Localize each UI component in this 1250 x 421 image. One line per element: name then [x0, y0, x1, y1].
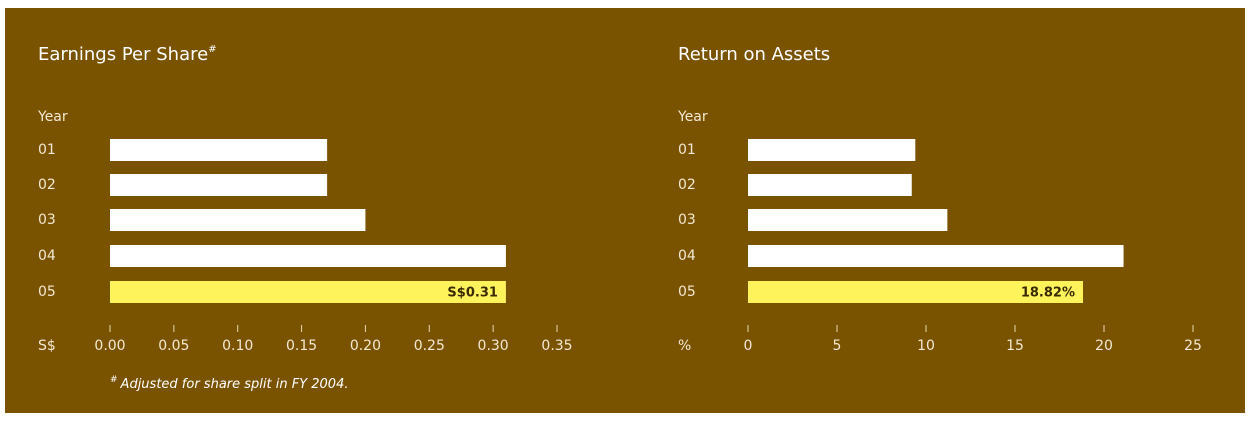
category-label: 05 [678, 284, 696, 300]
bar [748, 281, 1083, 303]
footnote-mark: # [110, 375, 118, 385]
x-tick-label: 20 [1095, 338, 1113, 354]
bar [110, 245, 506, 267]
category-label: 02 [38, 177, 56, 193]
x-tick-label: 15 [1006, 338, 1024, 354]
x-tick-label: 0.00 [94, 338, 125, 354]
category-label: 03 [678, 212, 696, 228]
chart-title-text: Return on Assets [678, 44, 830, 65]
chart-title: Earnings Per Share# [38, 44, 217, 65]
bar [748, 245, 1124, 267]
bar [110, 209, 366, 231]
chart-title: Return on Assets [678, 44, 830, 65]
x-tick-label: 10 [917, 338, 935, 354]
category-label: 02 [678, 177, 696, 193]
bar [748, 209, 948, 231]
chart-title-text: Earnings Per Share [38, 44, 208, 65]
category-axis-label: Year [677, 109, 708, 125]
bar [748, 174, 912, 196]
x-tick-label: 0.20 [350, 338, 381, 354]
x-tick-label: 25 [1184, 338, 1202, 354]
bar [110, 281, 506, 303]
bar [110, 139, 328, 161]
x-tick-label: 0.15 [286, 338, 317, 354]
value-label: 18.82% [1021, 286, 1075, 301]
title-mark: # [208, 44, 216, 55]
x-axis-label: S$ [38, 338, 56, 354]
x-tick-label: 0.10 [222, 338, 253, 354]
category-label: 03 [38, 212, 56, 228]
category-axis-label: Year [37, 109, 68, 125]
category-label: 04 [38, 248, 56, 264]
category-label: 01 [678, 142, 696, 158]
category-label: 01 [38, 142, 56, 158]
footnote: # Adjusted for share split in FY 2004. [110, 375, 349, 392]
x-tick-label: 0.25 [414, 338, 445, 354]
x-tick-label: 0 [744, 338, 753, 354]
bar [748, 139, 916, 161]
x-tick-label: 0.05 [158, 338, 189, 354]
x-tick-label: 0.30 [478, 338, 509, 354]
x-tick-label: 5 [833, 338, 842, 354]
x-axis-label: % [678, 338, 691, 354]
footnote-text: Adjusted for share split in FY 2004. [120, 377, 349, 392]
bar [110, 174, 328, 196]
x-tick-label: 0.35 [541, 338, 572, 354]
category-label: 05 [38, 284, 56, 300]
category-label: 04 [678, 248, 696, 264]
value-label: S$0.31 [447, 286, 497, 301]
